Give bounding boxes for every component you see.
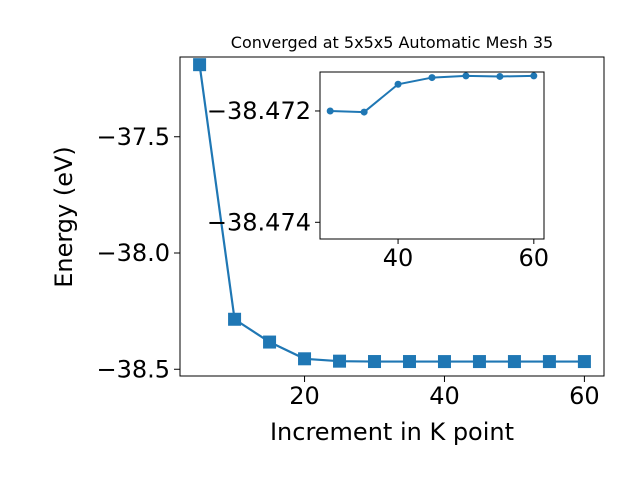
main-data-point [577,355,591,369]
inset-y-tick-label: −38.474 [207,208,311,236]
main-series [193,58,591,369]
main-y-tick-label: −38.0 [96,239,170,267]
inset-data-point [428,74,436,82]
main-data-point [298,352,312,366]
main-x-tick-label: 20 [289,382,320,410]
inset-x-tick-label: 60 [519,244,550,272]
main-data-point [263,335,277,349]
main-data-point [542,355,556,369]
x-axis-label: Increment in K point [270,418,514,446]
main-plot: 20 40 60 −37.5 −38.0 −38.5 Converged at 5x5x… [50,33,605,446]
main-y-tick-label: −38.5 [96,355,170,383]
main-data-point [507,355,521,369]
y-axis-label: Energy (eV) [50,146,78,288]
main-data-point [368,355,382,369]
main-x-ticks: 20 40 60 [289,376,600,410]
inset-data-point [394,80,402,88]
inset-data-point [530,72,538,80]
inset-data-point [360,108,368,116]
main-x-tick-label: 40 [429,382,460,410]
main-x-tick-label: 60 [569,382,600,410]
inset-y-tick-label: −38.472 [207,97,311,125]
inset-data-point [462,72,470,80]
inset-y-ticks: −38.474 −38.472 [207,97,320,236]
main-y-ticks: −37.5 −38.0 −38.5 [96,123,180,383]
inset-plot: 40 60 −38.474 −38.472 [207,71,549,272]
inset-plot-frame [319,71,545,240]
main-data-point [472,355,486,369]
main-data-point [193,58,207,72]
chart-title: Converged at 5x5x5 Automatic Mesh 35 [231,33,553,52]
inset-x-tick-label: 40 [383,244,414,272]
main-y-tick-label: −37.5 [96,123,170,151]
main-data-point [437,355,451,369]
main-data-point [402,355,416,369]
main-data-point [333,354,347,368]
inset-series [326,72,538,116]
main-plot-frame [179,56,605,377]
main-data-point [228,312,242,326]
inset-plot-background [320,72,544,239]
inset-data-point [326,107,334,115]
inset-x-ticks: 40 60 [383,239,549,272]
inset-data-point [496,72,504,80]
